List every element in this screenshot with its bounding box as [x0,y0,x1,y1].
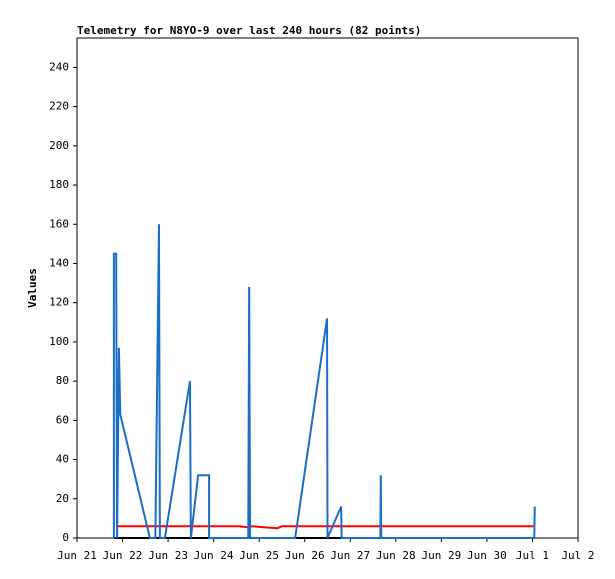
x-tick-label: Jun 27 [330,549,370,562]
y-tick-label: 100 [49,335,69,348]
y-tick-label: 80 [56,374,69,387]
x-tick-label: Jun 28 [376,549,416,562]
x-tick-label: Jun 29 [421,549,461,562]
x-tick-label: Jun 25 [239,549,279,562]
y-tick-label: 140 [49,256,69,269]
x-tick-label: Jun 30 [467,549,507,562]
x-tick-label: Jun 23 [148,549,188,562]
y-tick-label: 60 [56,413,69,426]
x-tick-label: Jul 2 [561,549,594,562]
chart-title: Telemetry for N8YO-9 over last 240 hours… [77,24,421,37]
x-tick-label: Jun 24 [194,549,234,562]
x-tick-label: Jun 21 [57,549,97,562]
y-tick-label: 40 [56,453,69,466]
y-tick-label: 160 [49,217,69,230]
y-axis-label: Values [26,268,39,308]
x-tick-label: Jun 22 [103,549,143,562]
series-line [116,525,535,530]
y-tick-label: 220 [49,100,69,113]
y-tick-label: 240 [49,60,69,73]
y-tick-label: 120 [49,296,69,309]
y-tick-label: 0 [62,531,69,544]
y-tick-label: 20 [56,492,69,505]
x-tick-label: Jun 26 [285,549,325,562]
y-tick-label: 180 [49,178,69,191]
series-line [112,224,536,539]
y-tick-label: 200 [49,139,69,152]
x-tick-label: Jul 1 [516,549,549,562]
